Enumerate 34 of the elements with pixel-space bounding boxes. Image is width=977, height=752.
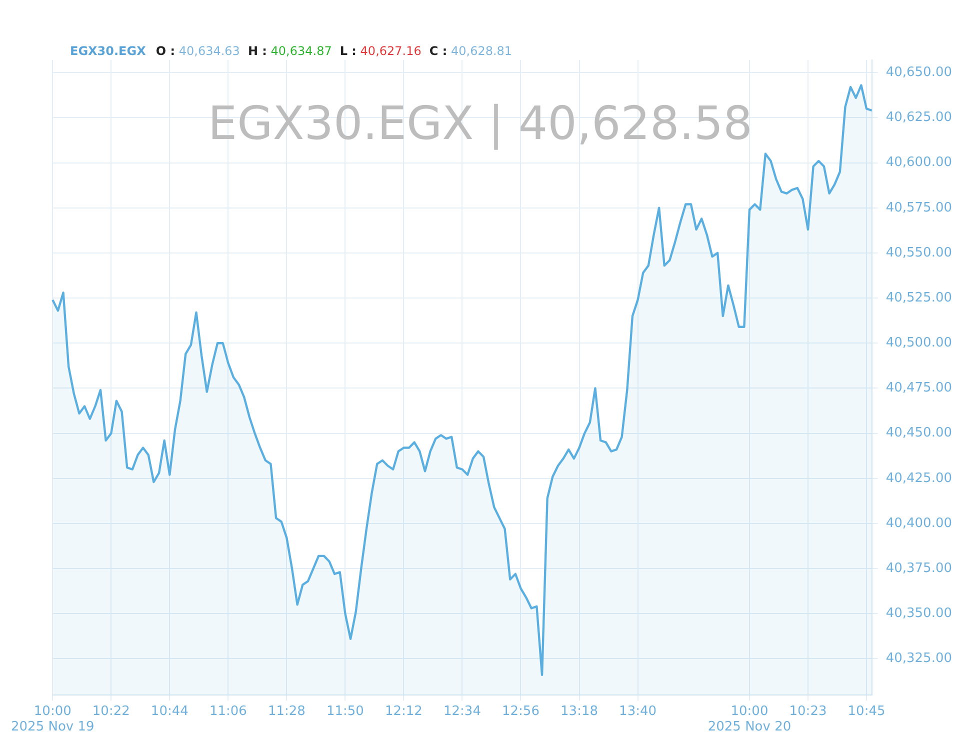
x-tick-label: 11:06 xyxy=(209,704,247,719)
x-tick-label: 12:56 xyxy=(502,704,540,719)
text: L : 40,627.16 xyxy=(340,44,422,58)
y-tick-label: 40,425.00 xyxy=(886,470,952,486)
x-tick-label: 13:18 xyxy=(560,704,598,719)
y-tick-label: 40,625.00 xyxy=(886,110,952,126)
y-tick-label: 40,550.00 xyxy=(886,245,952,260)
y-tick-label: 40,500.00 xyxy=(886,336,952,351)
x-tick-label: 13:40 xyxy=(619,704,657,719)
x-tick-label: 10:45 xyxy=(848,704,886,719)
y-tick-label: 40,475.00 xyxy=(886,380,952,396)
y-tick-label: 40,525.00 xyxy=(886,290,952,306)
x-tick-label: 11:28 xyxy=(268,704,306,719)
x-tick-label: 11:50 xyxy=(326,704,364,719)
y-tick-label: 40,400.00 xyxy=(886,516,952,531)
y-tick-label: 40,650.00 xyxy=(886,65,952,80)
x-tick-label: 10:44 xyxy=(150,704,188,719)
text: C : 40,628.81 xyxy=(429,44,512,58)
x-tick-label: 12:34 xyxy=(444,704,481,719)
y-tick-label: 40,375.00 xyxy=(886,560,952,576)
text: H : 40,634.87 xyxy=(248,44,332,58)
y-tick-label: 40,450.00 xyxy=(886,426,952,441)
chart-title: EGX30.EGX xyxy=(70,44,146,58)
x-tick-label: 10:23 xyxy=(789,704,827,719)
x-tick-label: 10:00 2025 Nov 20 xyxy=(708,704,792,735)
text: O : 40,634.63 xyxy=(156,44,240,58)
y-tick-label: 40,350.00 xyxy=(886,606,952,622)
x-tick-label: 10:00 2025 Nov 19 xyxy=(11,704,94,735)
annotation: EGX30.EGX | 40,628.58 xyxy=(208,96,752,150)
y-tick-label: 40,325.00 xyxy=(886,651,952,666)
y-tick-label: 40,600.00 xyxy=(886,155,952,170)
x-tick-label: 12:12 xyxy=(384,704,422,719)
y-tick-label: 40,575.00 xyxy=(886,200,952,216)
x-tick-label: 10:22 xyxy=(92,704,130,719)
